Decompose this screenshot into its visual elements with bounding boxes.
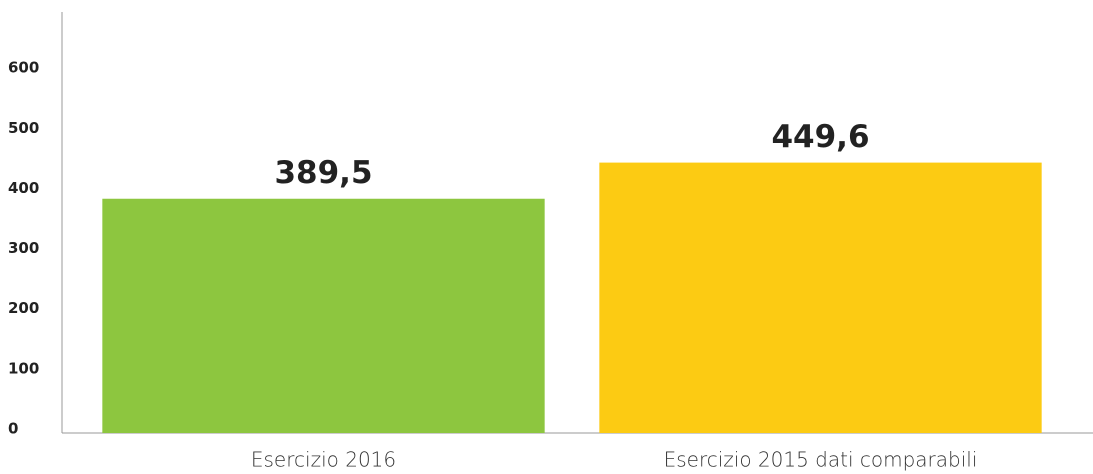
x-tick-label: Esercizio 2016 [251,448,396,472]
y-tick-label: 400 [8,179,39,197]
value-label: 449,6 [771,119,869,155]
y-tick-label: 200 [8,299,39,317]
y-tick-label: 0 [8,420,18,438]
y-tick-label: 100 [8,359,39,377]
value-label: 389,5 [274,155,372,191]
y-tick-label: 500 [8,119,39,137]
bar [599,162,1042,433]
x-tick-label: Esercizio 2015 dati comparabili [664,448,978,472]
y-tick-label: 300 [8,239,39,257]
bar [102,198,545,433]
y-tick-label: 600 [8,59,39,77]
